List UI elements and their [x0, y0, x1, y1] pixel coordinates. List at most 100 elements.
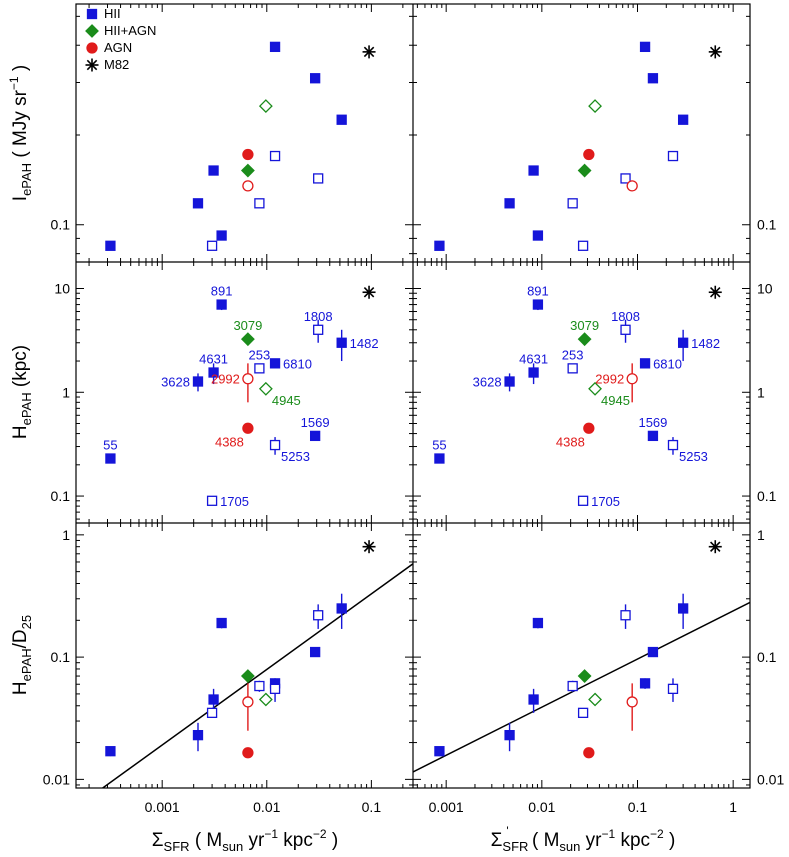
legend-label: HII: [104, 6, 121, 21]
point-1808-H-right: [620, 324, 631, 335]
point-4388-ratio-right: [583, 747, 595, 759]
point-label-5253: 5253: [281, 449, 310, 464]
point-1482-I-left: [336, 114, 347, 125]
point-label-55: 55: [432, 438, 446, 453]
point-3628-ratio-right: [504, 729, 515, 741]
point-4388-H-left: [242, 422, 254, 434]
y-tick-label-left: 0.01: [43, 771, 70, 787]
point-label-1569: 1569: [638, 415, 667, 430]
point-1482-H-right: [677, 337, 689, 348]
y-axis-label: IePAH ( MJy sr−1 ): [7, 65, 34, 201]
point-4388-ratio-left: [242, 747, 254, 759]
point-3628-H-right: [504, 376, 515, 387]
point-label-1808: 1808: [304, 309, 333, 324]
x-tick-label: 1: [729, 799, 737, 815]
point-4388-I-left: [242, 148, 254, 161]
point-1705-ratio-left: [206, 707, 218, 719]
point-1808-H-left: [313, 324, 324, 335]
point-3628-H-left: [192, 376, 204, 387]
point-5253-H-left: [269, 439, 281, 451]
point-label-4945: 4945: [272, 393, 301, 408]
point-M82-H-right: [708, 285, 722, 299]
point-6810-H-left: [269, 358, 281, 369]
y-tick-label-right: 0.1: [757, 488, 777, 504]
x-axis-label: ΣSFR ( Msun yr−1 kpc−2 ): [152, 827, 338, 854]
legend-marker-m82: [85, 58, 99, 72]
x-tick-label: 0.1: [362, 799, 382, 815]
point-label-1482: 1482: [691, 336, 720, 351]
point-4388-I-right: [583, 148, 595, 161]
point-4945-ratio-left: [258, 692, 273, 707]
y-tick-label-right: 1: [757, 527, 765, 543]
point-6810-ratio-right: [639, 678, 651, 689]
point-1482-ratio-right: [677, 603, 689, 614]
point-label-5253: 5253: [679, 449, 708, 464]
point-6810-I-left: [269, 41, 281, 53]
point-891-ratio-right: [532, 617, 544, 629]
point-5253-H-right: [667, 439, 679, 451]
fit-line-left: [102, 563, 413, 788]
legend-marker-agn: [86, 42, 98, 54]
point-1482-ratio-left: [336, 603, 347, 614]
point-1705-I-left: [206, 240, 218, 251]
point-4945-H-right: [588, 381, 602, 396]
point-253-I-left: [254, 198, 265, 209]
point-label-2992: 2992: [211, 372, 240, 387]
point-label-55: 55: [103, 438, 117, 453]
point-1705-H-left: [206, 495, 218, 506]
point-M82-ratio-right: [708, 540, 722, 554]
x-tick-label: 0.01: [528, 799, 555, 815]
point-1569-ratio-right: [647, 646, 659, 658]
point-1705-H-right: [577, 495, 589, 506]
point-1482-I-right: [677, 114, 689, 125]
point-5253-ratio-left: [269, 683, 281, 695]
point-1569-H-right: [647, 430, 659, 442]
point-55-I-right: [434, 240, 445, 251]
point-3079-I-left: [240, 163, 255, 178]
point-label-3628: 3628: [161, 375, 190, 390]
point-891-H-left: [216, 299, 227, 310]
point-1808-ratio-left: [313, 610, 324, 621]
point-3079-H-right: [577, 332, 592, 347]
point-253-H-right: [567, 363, 578, 374]
point-891-ratio-left: [216, 617, 227, 629]
point-2992-I-left: [242, 180, 254, 192]
point-4631-I-left: [208, 165, 219, 176]
point-label-1569: 1569: [301, 415, 330, 430]
point-label-3628: 3628: [473, 375, 502, 390]
point-1569-H-left: [309, 430, 321, 442]
point-55-H-right: [434, 453, 445, 464]
point-3079-I-right: [577, 163, 592, 178]
legend-label: HII+AGN: [104, 23, 156, 38]
point-1705-ratio-right: [577, 707, 589, 719]
point-label-6810: 6810: [283, 356, 312, 371]
fit-line-right: [413, 601, 750, 773]
point-4631-H-left: [208, 367, 219, 378]
y-tick-label-left: 0.1: [51, 217, 71, 233]
legend-marker-hii-agn: [85, 24, 99, 38]
point-4631-ratio-right: [528, 694, 539, 705]
point-4945-I-left: [258, 99, 273, 114]
point-253-ratio-left: [254, 680, 265, 692]
point-label-4388: 4388: [215, 434, 244, 449]
point-label-6810: 6810: [653, 356, 682, 371]
y-axis-label: HePAH/D25: [10, 615, 34, 695]
point-label-4631: 4631: [199, 352, 228, 367]
point-891-H-right: [532, 299, 544, 310]
point-4945-I-right: [588, 99, 602, 114]
point-891-I-left: [216, 230, 227, 241]
point-4945-H-left: [258, 381, 273, 396]
y-tick-label-left: 1: [62, 384, 70, 400]
point-label-253: 253: [249, 347, 271, 362]
point-label-3079: 3079: [233, 318, 262, 333]
x-tick-label: 0.01: [253, 799, 280, 815]
y-tick-label-left: 0.1: [51, 488, 71, 504]
x-tick-label: 0.1: [628, 799, 648, 815]
y-tick-label-right: 10: [757, 280, 773, 296]
point-4631-ratio-left: [208, 694, 219, 705]
y-tick-label-left: 1: [62, 527, 70, 543]
point-253-ratio-right: [567, 680, 578, 692]
point-1808-I-left: [313, 173, 324, 184]
point-253-I-right: [567, 198, 578, 209]
